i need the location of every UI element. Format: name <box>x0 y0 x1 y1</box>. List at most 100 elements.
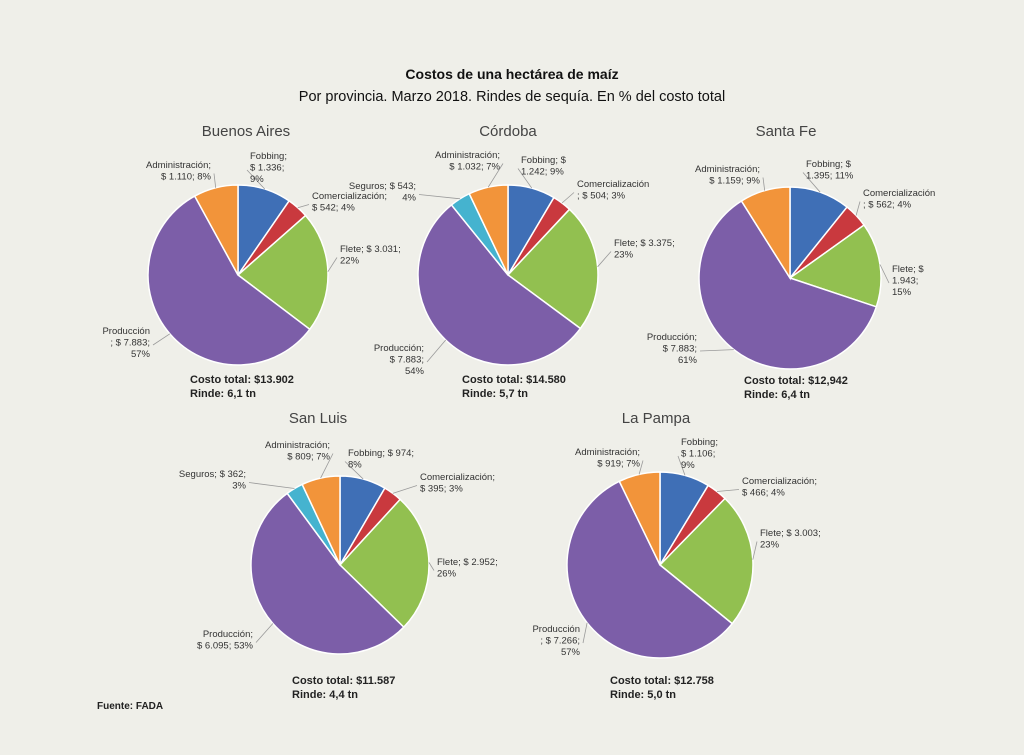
slice-label-line: $ 919; 7% <box>597 459 640 470</box>
slice-label-line: $ 395; 3% <box>420 484 463 495</box>
slice-label-comercializacion: Comercialización; $ 542; 4% <box>312 191 387 214</box>
slice-label-fobbing: Fobbing; $1.242; 9% <box>521 155 567 178</box>
slice-label-produccion: Producción; $ 7.883; 57% <box>102 326 150 360</box>
slice-label-produccion: Producción; $ 7.883; 61% <box>647 332 698 366</box>
slice-label-line: Administración; <box>146 160 211 171</box>
slice-label-line: Producción <box>532 624 580 635</box>
label-leader-line <box>582 622 588 644</box>
pie-slice-produccion <box>698 199 878 370</box>
province-title: Santa Fe <box>756 123 817 140</box>
slice-label-line: Fobbing; $ 974; <box>348 448 414 459</box>
slice-label-produccion: Producción; $ 7.266; 57% <box>532 624 580 658</box>
label-leader-line <box>677 455 686 476</box>
slice-label-line: ; $ 7.266; <box>540 636 580 647</box>
pie-chart-buenos-aires: Buenos Aires Fobbing; $ 1.336; 9% Comerciali… <box>102 123 400 400</box>
slice-label-administracion: Administración; $ 809; 7% <box>265 440 330 463</box>
province-title: Buenos Aires <box>202 123 290 140</box>
slice-label-line: 23% <box>614 250 634 261</box>
label-leader-line <box>344 461 364 480</box>
label-leader-line <box>418 194 461 200</box>
slice-label-line: 9% <box>681 460 695 471</box>
slice-label-line: $ 466; 4% <box>742 488 785 499</box>
rinde-label: Rinde: 6,1 tn <box>190 388 256 400</box>
slice-label-line: Flete; $ 3.375; <box>614 238 675 249</box>
slice-label-line: Administración; <box>435 150 500 161</box>
slice-label-line: Fobbing; $ <box>521 155 567 166</box>
slice-label-line: Comercialización <box>863 188 935 199</box>
province-title: Córdoba <box>479 123 537 140</box>
slice-label-seguros: Seguros; $ 543; 4% <box>349 181 417 204</box>
cost-total-label: Costo total: $12,942 <box>744 375 848 387</box>
rinde-label: Rinde: 5,0 tn <box>610 689 676 701</box>
slice-label-fobbing: Fobbing; $ 1.336; 9% <box>250 151 287 185</box>
label-leader-line <box>392 485 418 494</box>
slice-label-line: Flete; $ <box>892 264 924 275</box>
cost-total-label: Costo total: $14.580 <box>462 374 566 386</box>
slice-label-administracion: Administración; $ 1.110; 8% <box>146 160 211 183</box>
slice-label-produccion: Producción; $ 7.883; 54% <box>374 343 425 377</box>
pie-slice-administracion <box>740 186 791 281</box>
slice-label-line: $ 1.336; <box>250 163 284 174</box>
slice-label-administracion: Administración; $ 1.032; 7% <box>435 150 500 173</box>
slice-label-line: ; $ 7.883; <box>110 338 150 349</box>
label-leader-line <box>762 177 766 191</box>
slice-label-line: Flete; $ 2.952; <box>437 557 498 568</box>
province-title: San Luis <box>289 410 347 427</box>
slice-label-line: 54% <box>405 366 425 377</box>
slice-label-comercializacion: Comercialización; $ 504; 3% <box>577 179 649 202</box>
slice-label-line: $ 542; 4% <box>312 203 355 214</box>
cost-total-label: Costo total: $13.902 <box>190 374 294 386</box>
rinde-label: Rinde: 5,7 tn <box>462 388 528 400</box>
label-leader-line <box>802 172 821 193</box>
slice-label-line: Seguros; $ 362; <box>179 469 246 480</box>
label-leader-line <box>246 169 266 190</box>
slice-label-fobbing: Fobbing; $1.395; 11% <box>806 159 854 182</box>
pie-slice-flete <box>338 498 430 629</box>
slice-label-line: Producción; <box>647 332 697 343</box>
slice-label-line: 3% <box>232 481 246 492</box>
slice-label-line: $ 809; 7% <box>287 452 330 463</box>
slice-label-line: Flete; $ 3.003; <box>760 528 821 539</box>
slice-label-line: $ 1.110; 8% <box>161 172 212 183</box>
slice-label-line: Producción; <box>374 343 424 354</box>
slice-label-line: Administración; <box>575 447 640 458</box>
source-note: Fuente: FADA <box>97 701 163 712</box>
slice-label-line: ; $ 562; 4% <box>863 200 912 211</box>
pie-slice-administracion <box>193 184 239 276</box>
slice-label-line: 8% <box>348 460 362 471</box>
label-leader-line <box>517 168 533 189</box>
slice-label-line: 1.943; <box>892 276 918 287</box>
label-leader-line <box>213 173 217 188</box>
pie-slice-produccion <box>147 195 311 366</box>
slice-label-line: $ 6.095; 53% <box>197 641 254 652</box>
slice-label-comercializacion: Comercialización; $ 562; 4% <box>863 188 935 211</box>
province-title: La Pampa <box>622 410 691 427</box>
label-leader-line <box>248 482 295 489</box>
slice-label-line: $ 1.032; 7% <box>449 162 500 173</box>
label-leader-line <box>428 562 435 571</box>
slice-label-flete: Flete; $ 3.375; 23% <box>614 238 675 261</box>
pie-chart-san-luis: San Luis Fobbing; $ 974; 8% Comercializació… <box>179 410 498 701</box>
slice-label-line: Comercialización <box>577 179 649 190</box>
label-leader-line <box>487 163 504 188</box>
slice-label-line: $ 7.883; <box>390 355 424 366</box>
cost-total-label: Costo total: $11.587 <box>292 675 395 687</box>
slice-label-line: 26% <box>437 569 457 580</box>
label-leader-line <box>327 257 338 272</box>
slice-label-seguros: Seguros; $ 362; 3% <box>179 469 247 492</box>
slice-label-line: Administración; <box>265 440 330 451</box>
chart-subtitle: Por provincia. Marzo 2018. Rindes de seq… <box>299 89 725 105</box>
cost-total-label: Costo total: $12.758 <box>610 675 714 687</box>
slice-label-line: Fobbing; <box>250 151 287 162</box>
slice-label-line: ; $ 504; 3% <box>577 191 626 202</box>
slice-label-flete: Flete; $1.943; 15% <box>892 264 924 298</box>
pie-slice-administracion <box>301 475 341 566</box>
pie-slice-produccion <box>566 480 734 659</box>
label-leader-line <box>426 339 447 363</box>
slice-label-line: Producción; <box>203 629 253 640</box>
slice-label-line: Comercialización; <box>312 191 387 202</box>
slice-label-line: 4% <box>402 193 416 204</box>
slice-label-line: Comercialización; <box>742 476 817 487</box>
